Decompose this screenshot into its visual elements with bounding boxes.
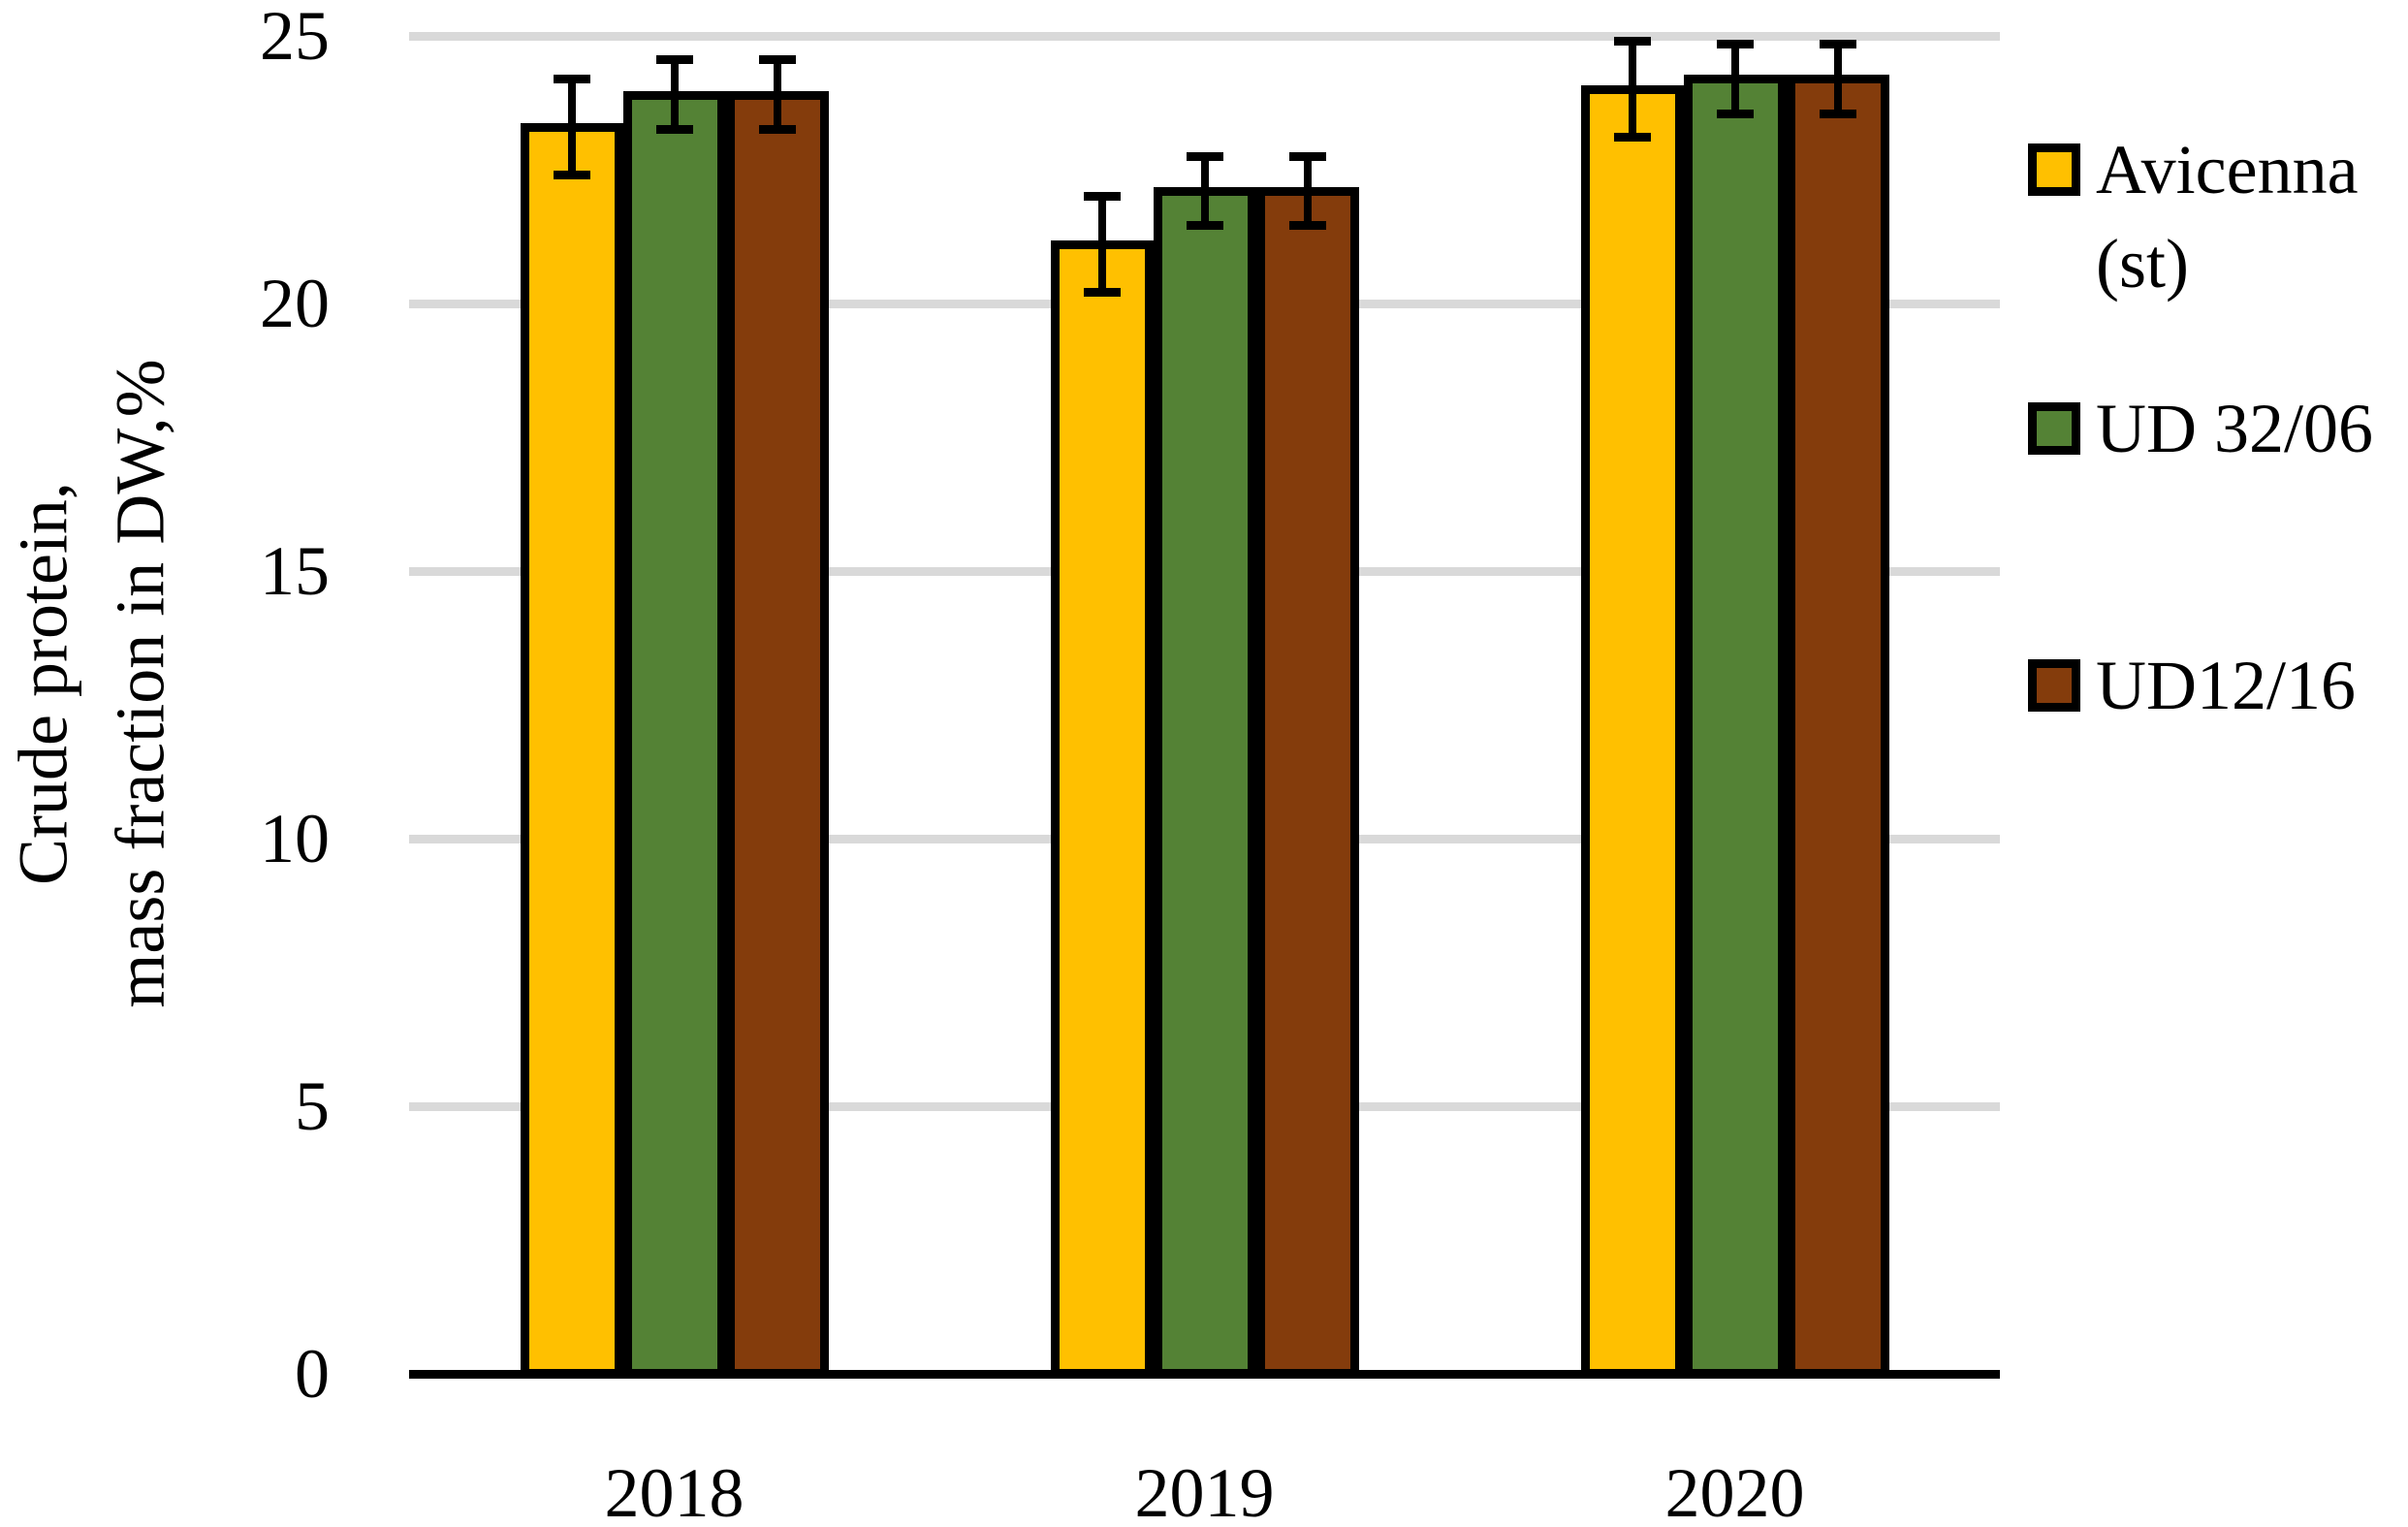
bar-2020-avicenna-st- [1580,85,1684,1378]
bar-2020-ud12-16 [1786,75,1889,1378]
error-bar-line [1097,196,1106,293]
error-bar-line [1628,41,1636,138]
x-axis-line [409,1369,2000,1379]
error-bar-cap-top [1186,151,1223,161]
error-bar-cap-bottom [758,125,796,135]
y-tick-label: 25 [260,0,330,75]
y-axis-title-line-1: Crude protein, [5,482,83,885]
bar-2019-ud12-16 [1255,187,1359,1378]
error-bar-cap-bottom [1186,221,1223,231]
error-bar-cap-top [1083,192,1121,202]
y-tick-label: 10 [260,800,330,877]
bar-2019-ud-32-06 [1153,187,1256,1378]
error-bar-line [773,59,781,130]
y-tick-label: 20 [260,265,330,342]
error-bar-cap-top [1716,39,1754,48]
error-bar-cap-top [1819,39,1856,48]
bar-2018-avicenna-st- [520,122,623,1378]
error-bar-line [1730,44,1739,114]
x-tick-label: 2018 [604,1454,745,1527]
error-bar-line [1833,44,1842,114]
error-bar-cap-bottom [1288,221,1326,231]
error-bar-cap-bottom [1083,288,1121,298]
bar-2018-ud-32-06 [622,90,726,1378]
legend-label: UD12/16 [2096,647,2356,724]
error-bar-line [1200,156,1209,226]
bar-2020-ud-32-06 [1683,75,1787,1378]
error-bar-cap-top [1288,151,1326,161]
legend-swatch [2028,402,2080,455]
x-tick-label: 2020 [1664,1454,1805,1527]
y-tick-label: 15 [260,532,330,610]
error-bar-cap-top [1613,37,1651,47]
error-bar-line [670,59,679,130]
legend-label: Avicenna (st) [2096,131,2359,302]
error-bar-cap-bottom [655,125,693,135]
legend-swatch [2028,659,2080,712]
y-axis-title-line-2: mass fraction in DW,% [102,359,180,1008]
legend-swatch [2028,143,2080,196]
y-axis-title: Crude protein, mass fraction in DW,% [0,359,189,1007]
legend-label: UD 32/06 [2096,390,2373,467]
bar-2019-avicenna-st- [1050,240,1154,1378]
error-bar-cap-bottom [1613,133,1651,143]
error-bar-cap-bottom [553,171,590,180]
error-bar-line [567,79,576,175]
error-bar-cap-top [655,55,693,65]
error-bar-cap-bottom [1716,109,1754,118]
error-bar-cap-bottom [1819,109,1856,118]
y-tick-label: 0 [295,1335,330,1413]
error-bar-cap-top [553,74,590,83]
error-bar-line [1303,156,1312,226]
error-bar-cap-top [758,55,796,65]
gridline [409,31,2000,41]
bar-2018-ud12-16 [725,90,829,1378]
y-tick-label: 5 [295,1067,330,1145]
y-axis-title-box: Crude protein, mass fraction in DW,% [0,5,184,1362]
x-tick-label: 2019 [1134,1454,1275,1527]
